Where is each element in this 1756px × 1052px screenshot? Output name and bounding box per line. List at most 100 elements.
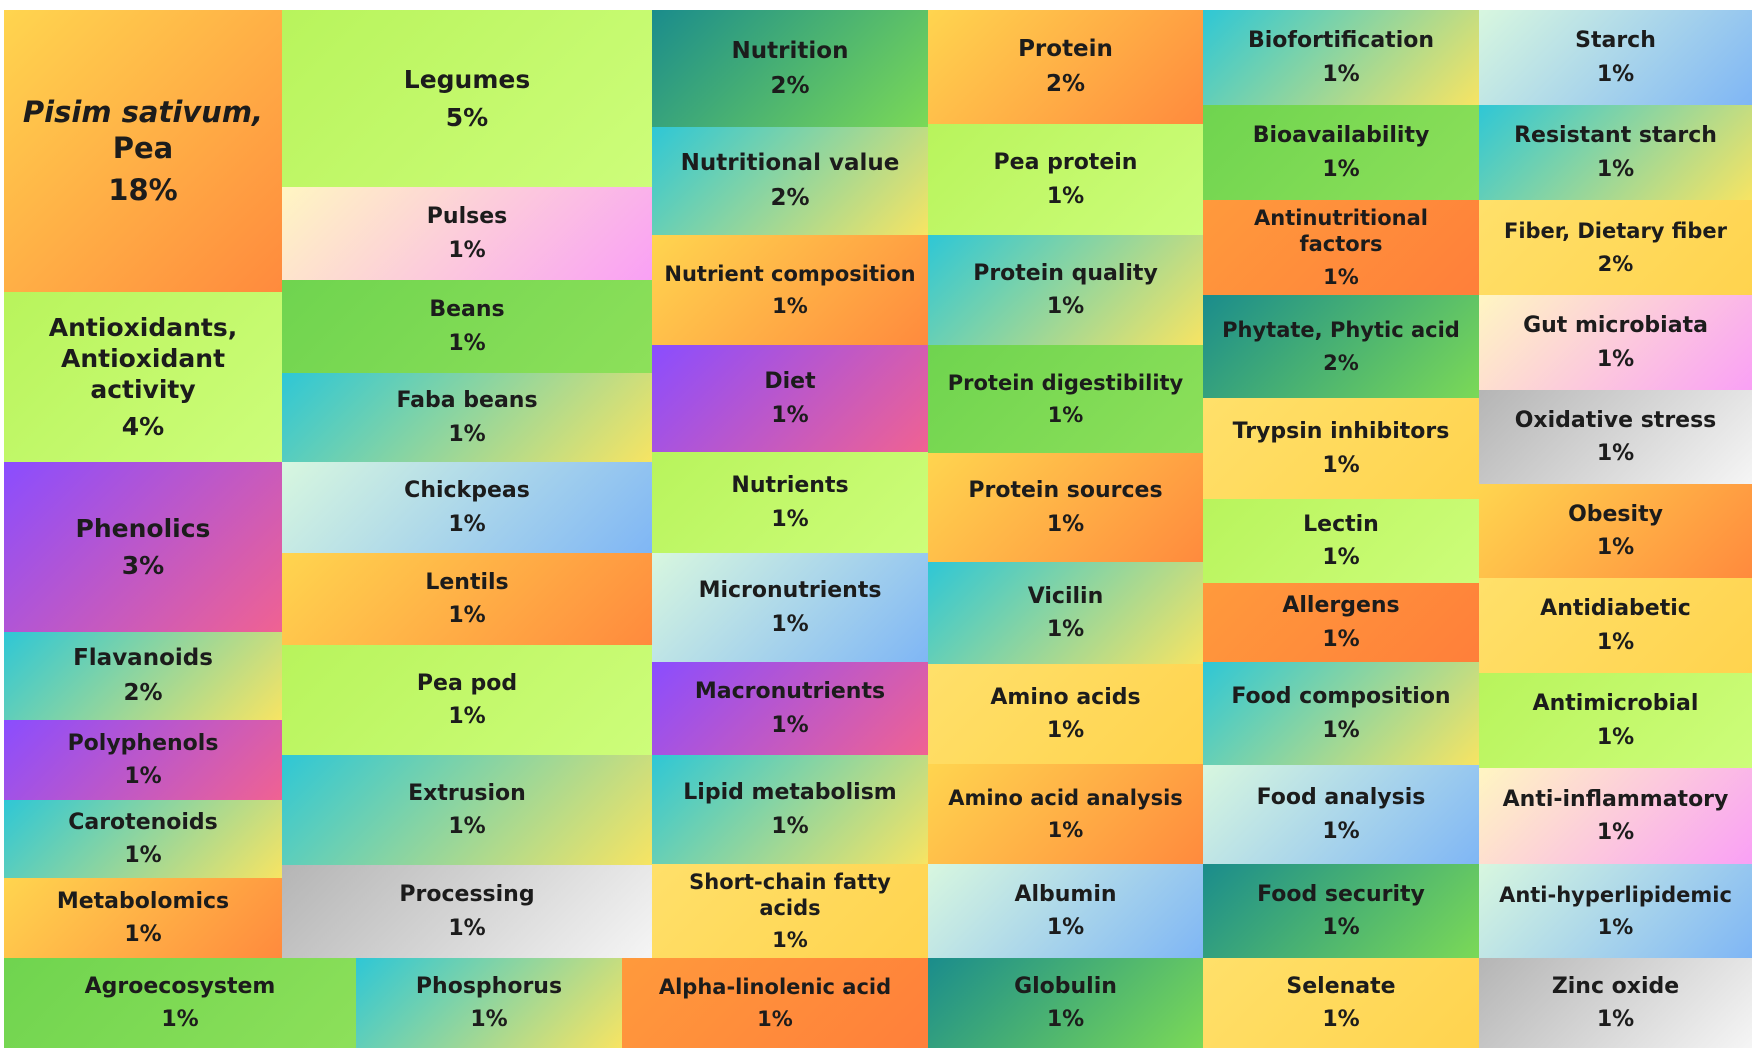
treemap-cell-food-composition: Food composition 1%	[1203, 662, 1479, 765]
treemap-cell-albumin: Albumin 1%	[928, 864, 1203, 958]
treemap-cell-macronutrients: Macronutrients 1%	[652, 662, 928, 755]
treemap-cell-lectin: Lectin 1%	[1203, 499, 1479, 583]
cell-label: Carotenoids	[68, 809, 218, 835]
treemap-cell-antidiabetic: Antidiabetic 1%	[1479, 578, 1752, 673]
cell-percentage: 1%	[771, 506, 809, 532]
cell-percentage: 1%	[1046, 1007, 1085, 1032]
treemap-cell-nutrient-composition: Nutrient composition 1%	[652, 235, 928, 345]
cell-percentage: 1%	[1046, 718, 1085, 743]
treemap-cell-polyphenols: Polyphenols 1%	[4, 720, 282, 800]
cell-label: Processing	[399, 882, 535, 907]
cell-percentage: 1%	[124, 843, 162, 868]
treemap-cell-food-analysis: Food analysis 1%	[1203, 765, 1479, 864]
treemap-cell-short-chain-fatty-acids: Short-chain fatty acids 1%	[652, 864, 928, 958]
cell-percentage: 1%	[1047, 403, 1084, 427]
treemap-cell-starch: Starch 1%	[1479, 10, 1752, 105]
treemap-cell-lentils: Lentils 1%	[282, 553, 652, 645]
cell-percentage: 1%	[771, 611, 809, 637]
treemap-cell-phosphorus: Phosphorus 1%	[356, 958, 622, 1048]
cell-label: Legumes	[403, 65, 531, 95]
cell-percentage: 1%	[1322, 156, 1360, 182]
cell-percentage: 1%	[1596, 156, 1635, 182]
cell-label: Anti-hyperlipidemic	[1499, 882, 1732, 907]
cell-percentage: 1%	[1596, 535, 1635, 560]
cell-label: Nutrition	[731, 37, 849, 64]
cell-percentage: 3%	[121, 551, 165, 580]
treemap-cell-nutrition: Nutrition 2%	[652, 10, 928, 127]
cell-percentage: 18%	[108, 173, 178, 208]
cell-percentage: 1%	[1322, 452, 1360, 478]
treemap-cell-nutritional-value: Nutritional value 2%	[652, 127, 928, 235]
cell-label: Vicilin	[1027, 583, 1104, 609]
treemap-cell-metabolomics: Metabolomics 1%	[4, 878, 282, 958]
cell-percentage: 1%	[1046, 511, 1085, 537]
treemap-cell-zinc-oxide: Zinc oxide 1%	[1479, 958, 1752, 1048]
cell-label: Pulses	[426, 204, 508, 229]
treemap-cell-gut-microbiata: Gut microbiata 1%	[1479, 295, 1752, 390]
cell-percentage: 1%	[1322, 915, 1360, 940]
cell-percentage: 1%	[1046, 617, 1085, 642]
treemap-cell-agroecosystem: Agroecosystem 1%	[4, 958, 356, 1048]
cell-percentage: 2%	[123, 680, 163, 706]
cell-percentage: 1%	[1596, 61, 1635, 87]
cell-label: Protein	[1018, 36, 1113, 63]
cell-percentage: 2%	[770, 185, 810, 211]
treemap-cell-pea-pod: Pea pod 1%	[282, 645, 652, 755]
cell-percentage: 1%	[1596, 820, 1635, 845]
cell-percentage: 1%	[1322, 61, 1360, 87]
cell-label: Allergens	[1282, 593, 1400, 618]
treemap-cell-amino-acid-analysis: Amino acid analysis 1%	[928, 764, 1203, 864]
cell-percentage: 1%	[1046, 915, 1085, 940]
cell-label: Flavanoids	[73, 645, 213, 672]
cell-percentage: 1%	[1323, 264, 1359, 289]
cell-percentage: 2%	[1045, 71, 1086, 97]
cell-label: Polyphenols	[67, 730, 219, 756]
treemap-cell-fiber-dietary-fiber: Fiber, Dietary fiber 2%	[1479, 200, 1752, 295]
cell-percentage: 2%	[770, 72, 810, 99]
cell-label: Chickpeas	[404, 478, 530, 503]
cell-label: Obesity	[1568, 501, 1663, 527]
cell-percentage: 1%	[771, 712, 809, 738]
cell-label: Diet	[764, 369, 816, 394]
cell-percentage: 1%	[448, 237, 486, 263]
treemap-cell-vicilin: Vicilin 1%	[928, 562, 1203, 664]
cell-label: Oxidative stress	[1514, 407, 1717, 433]
cell-percentage: 1%	[448, 603, 486, 628]
cell-percentage: 2%	[1323, 350, 1359, 375]
treemap-cell-diet: Diet 1%	[652, 345, 928, 452]
cell-label: Faba beans	[396, 388, 538, 413]
cell-label: Zinc oxide	[1551, 973, 1680, 999]
cell-label: Antimicrobial	[1532, 691, 1699, 716]
cell-label: Protein quality	[973, 260, 1158, 286]
cell-label: Nutrient composition	[664, 261, 916, 286]
cell-percentage: 1%	[1596, 346, 1635, 372]
cell-label: Amino acid analysis	[948, 785, 1183, 810]
cell-percentage: 1%	[1322, 545, 1360, 570]
cell-label: Selenate	[1286, 973, 1396, 999]
cell-percentage: 1%	[124, 922, 162, 947]
cell-label: Pisim sativum, Pea	[22, 94, 264, 165]
treemap-cell-antimicrobial: Antimicrobial 1%	[1479, 673, 1752, 768]
cell-label: Lentils	[425, 569, 509, 595]
treemap-cell-lipid-metabolism: Lipid metabolism 1%	[652, 755, 928, 864]
cell-percentage: 1%	[772, 294, 808, 318]
treemap-cell-protein-quality: Protein quality 1%	[928, 235, 1203, 345]
treemap-cell-pea-protein: Pea protein 1%	[928, 124, 1203, 235]
cell-label: Short-chain fatty acids	[689, 869, 891, 920]
cell-label: Agroecosystem	[84, 973, 276, 999]
cell-percentage: 1%	[448, 511, 486, 537]
cell-label: Starch	[1575, 28, 1656, 53]
cell-percentage: 1%	[448, 421, 486, 447]
treemap-cell-anti-inflammatory: Anti-inflammatory 1%	[1479, 768, 1752, 864]
cell-percentage: 1%	[1046, 183, 1085, 209]
cell-percentage: 1%	[771, 402, 809, 428]
cell-percentage: 1%	[470, 1007, 508, 1032]
cell-label: Pea pod	[416, 670, 518, 696]
cell-label: Pea protein	[993, 150, 1138, 175]
cell-percentage: 4%	[121, 412, 165, 442]
treemap-cell-pulses: Pulses 1%	[282, 187, 652, 280]
cell-percentage: 1%	[124, 764, 162, 789]
cell-percentage: 1%	[1322, 818, 1360, 844]
treemap-cell-extrusion: Extrusion 1%	[282, 755, 652, 865]
